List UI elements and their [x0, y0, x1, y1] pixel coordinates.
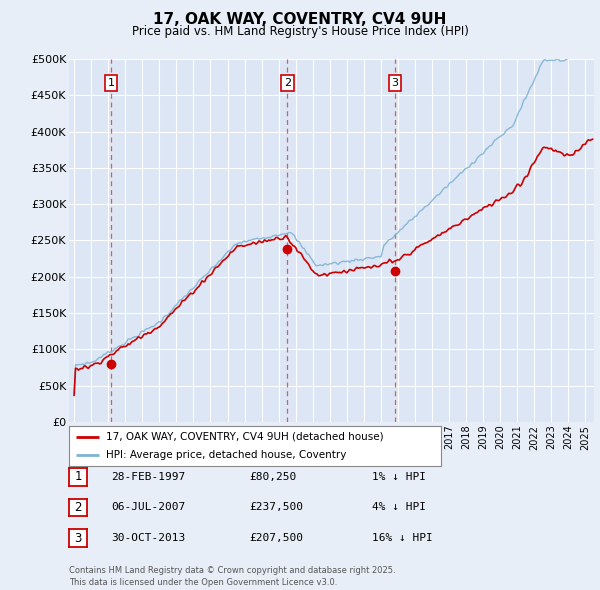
Text: 17, OAK WAY, COVENTRY, CV4 9UH: 17, OAK WAY, COVENTRY, CV4 9UH [154, 12, 446, 27]
Text: 30-OCT-2013: 30-OCT-2013 [111, 533, 185, 543]
Text: HPI: Average price, detached house, Coventry: HPI: Average price, detached house, Cove… [106, 450, 347, 460]
Text: 3: 3 [74, 532, 82, 545]
Text: 17, OAK WAY, COVENTRY, CV4 9UH (detached house): 17, OAK WAY, COVENTRY, CV4 9UH (detached… [106, 432, 384, 442]
Text: 16% ↓ HPI: 16% ↓ HPI [372, 533, 433, 543]
Text: 06-JUL-2007: 06-JUL-2007 [111, 503, 185, 512]
Text: 1: 1 [107, 78, 115, 88]
Text: £80,250: £80,250 [249, 472, 296, 481]
Text: 28-FEB-1997: 28-FEB-1997 [111, 472, 185, 481]
Text: £237,500: £237,500 [249, 503, 303, 512]
Text: 2: 2 [284, 78, 291, 88]
Text: 3: 3 [392, 78, 398, 88]
Text: 1% ↓ HPI: 1% ↓ HPI [372, 472, 426, 481]
Text: 1: 1 [74, 470, 82, 483]
Text: 4% ↓ HPI: 4% ↓ HPI [372, 503, 426, 512]
Text: £207,500: £207,500 [249, 533, 303, 543]
Text: Price paid vs. HM Land Registry's House Price Index (HPI): Price paid vs. HM Land Registry's House … [131, 25, 469, 38]
Text: Contains HM Land Registry data © Crown copyright and database right 2025.
This d: Contains HM Land Registry data © Crown c… [69, 566, 395, 587]
Text: 2: 2 [74, 501, 82, 514]
